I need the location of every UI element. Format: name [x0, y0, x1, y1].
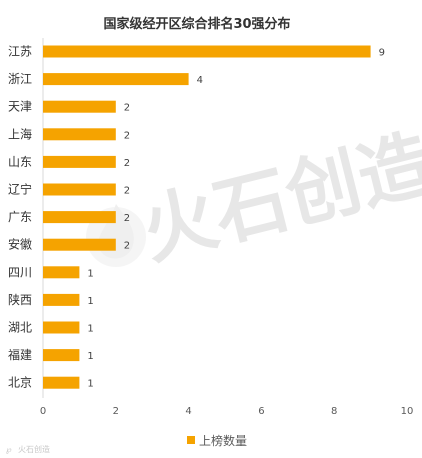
data-label: 1 — [87, 268, 93, 279]
bar — [43, 100, 116, 113]
data-label: 2 — [124, 241, 130, 252]
category-label: 安徽 — [8, 237, 32, 252]
category-label: 北京 — [8, 376, 32, 390]
data-label: 2 — [124, 103, 130, 114]
bar — [43, 266, 80, 279]
bar — [43, 349, 80, 362]
x-tick-label: 10 — [401, 406, 414, 417]
category-label: 江苏 — [8, 45, 32, 59]
data-label: 1 — [87, 296, 93, 307]
bar — [43, 128, 116, 141]
category-label: 四川 — [8, 265, 32, 279]
data-label: 2 — [124, 130, 130, 141]
category-label: 广东 — [8, 210, 32, 224]
value-labels: 9 4 2 2 2 2 2 2 1 1 1 1 1 — [87, 48, 385, 390]
legend: 上榜数量 — [187, 433, 247, 448]
corner-logo: ℘ 火石创造 — [6, 444, 50, 454]
bar — [43, 293, 80, 306]
bar — [43, 376, 80, 389]
bar — [43, 321, 80, 334]
x-tick-label: 2 — [113, 406, 119, 417]
category-label: 湖北 — [8, 320, 32, 335]
bar — [43, 45, 371, 58]
bars — [43, 45, 371, 389]
bar — [43, 211, 116, 224]
corner-logo-icon: ℘ — [6, 445, 12, 454]
bar — [43, 155, 116, 168]
x-tick-label: 0 — [40, 406, 46, 417]
watermark: 火石创造 — [86, 120, 422, 275]
x-tick-label: 6 — [258, 406, 264, 417]
data-label: 1 — [87, 379, 93, 390]
data-label: 1 — [87, 351, 93, 362]
x-tick-label: 4 — [185, 406, 191, 417]
data-label: 2 — [124, 158, 130, 169]
category-label: 浙江 — [8, 72, 32, 86]
x-tick-label: 8 — [331, 406, 337, 417]
category-label: 天津 — [8, 100, 32, 114]
data-label: 2 — [124, 213, 130, 224]
corner-logo-text: 火石创造 — [18, 444, 50, 454]
data-label: 4 — [197, 75, 203, 86]
category-label: 福建 — [8, 347, 32, 362]
bar — [43, 73, 189, 86]
category-label: 上海 — [8, 126, 32, 141]
legend-label: 上榜数量 — [199, 433, 247, 448]
data-label: 2 — [124, 186, 130, 197]
data-label: 1 — [87, 324, 93, 335]
data-label: 9 — [379, 48, 385, 59]
category-label: 辽宁 — [8, 182, 32, 197]
watermark-text: 火石创造 — [134, 120, 422, 275]
chart-title: 国家级经开区综合排名30强分布 — [103, 16, 290, 32]
bar — [43, 183, 116, 196]
category-label: 山东 — [8, 155, 32, 169]
legend-swatch — [187, 436, 195, 444]
bar — [43, 238, 116, 251]
category-label: 陕西 — [8, 292, 32, 307]
